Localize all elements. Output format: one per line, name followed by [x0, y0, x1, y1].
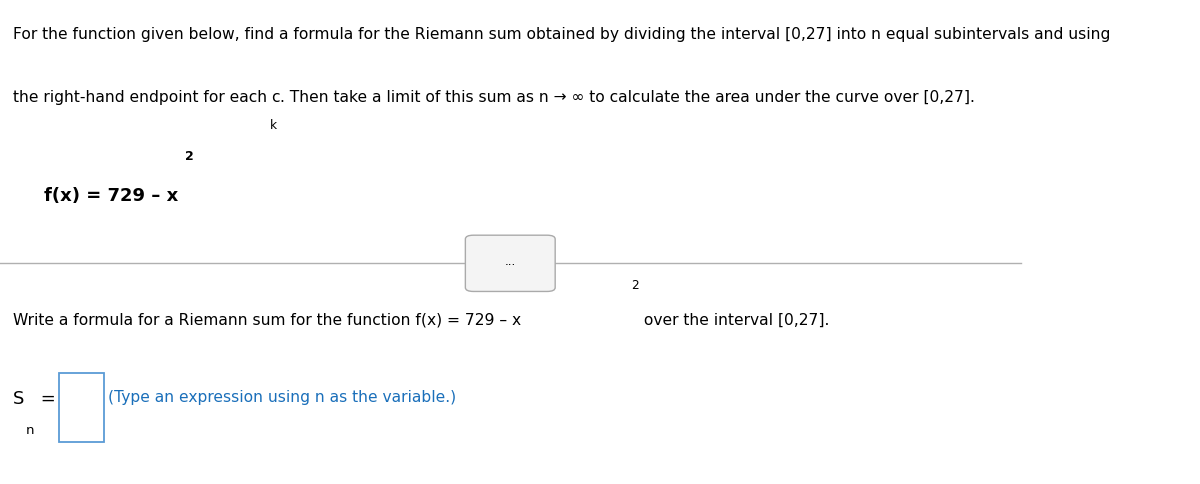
Text: Write a formula for a Riemann sum for the function f(x) = 729 – x: Write a formula for a Riemann sum for th… [13, 312, 521, 327]
Text: =: = [35, 390, 61, 408]
Text: over the interval [0,27].: over the interval [0,27]. [638, 312, 829, 327]
Text: For the function given below, find a formula for the Riemann sum obtained by div: For the function given below, find a for… [13, 27, 1111, 42]
FancyBboxPatch shape [466, 236, 556, 292]
Text: S: S [13, 390, 25, 408]
Text: 2: 2 [185, 150, 193, 163]
Text: 2: 2 [631, 278, 638, 291]
FancyBboxPatch shape [59, 373, 104, 442]
Text: . Then take a limit of this sum as n → ∞ to calculate the area under the curve o: . Then take a limit of this sum as n → ∞… [280, 90, 974, 105]
Text: n: n [26, 424, 35, 437]
Text: (Type an expression using n as the variable.): (Type an expression using n as the varia… [108, 390, 456, 405]
Text: f(x) = 729 – x: f(x) = 729 – x [44, 186, 178, 204]
Text: k: k [270, 119, 277, 132]
Text: ...: ... [505, 255, 516, 268]
Text: the right-hand endpoint for each c: the right-hand endpoint for each c [13, 90, 281, 105]
